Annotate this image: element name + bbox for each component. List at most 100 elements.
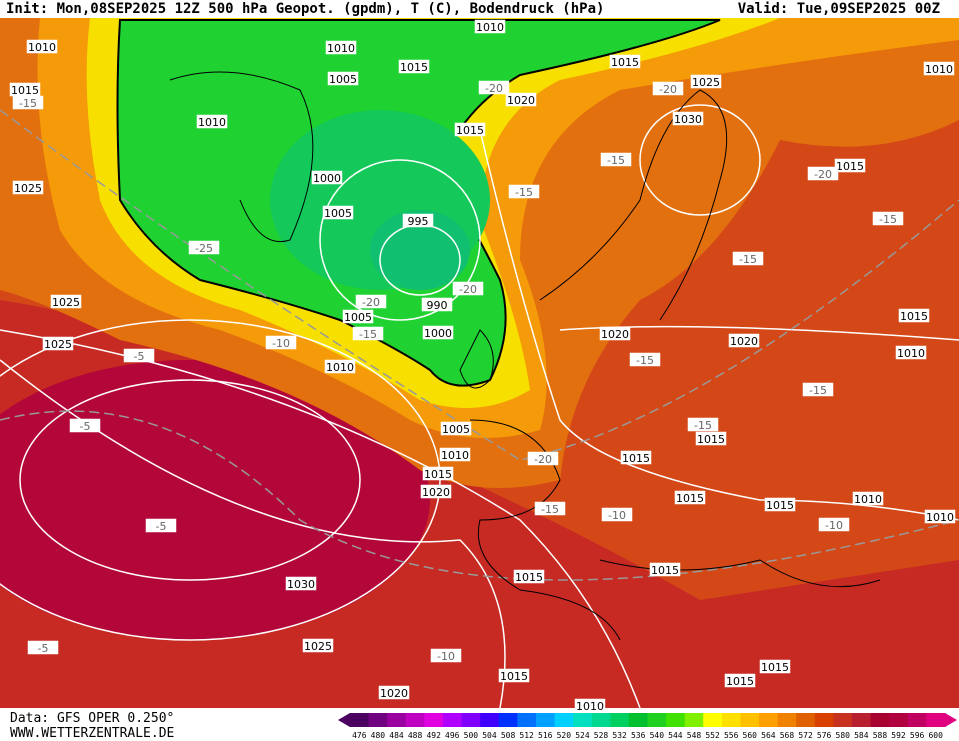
colorbar-swatch [889,713,909,727]
temperature-label-box [27,640,59,655]
colorbar-tick-label: 484 [389,731,404,740]
colorbar-swatch [350,713,370,727]
colorbar-tick-label: 540 [650,731,665,740]
pressure-label: 1025 [692,76,720,89]
colorbar-swatch [777,713,797,727]
pressure-label-box [852,491,884,506]
colorbar-tick-label: 480 [371,731,386,740]
colorbar-tick-label: 500 [464,731,479,740]
colorbar-tick-label: 536 [631,731,646,740]
pressure-label: 1010 [576,700,604,713]
pressure-label-box [759,659,791,674]
pressure-label: 1025 [52,296,80,309]
colorbar-swatch [591,713,611,727]
colorbar-swatch [573,713,593,727]
colorbar-right-arrow [945,713,957,727]
pressure-label-box [599,326,631,341]
temperature-label: -15 [636,354,654,367]
colorbar-swatch [926,713,946,727]
colorbar-tick-label: 496 [445,731,460,740]
pressure-label: 990 [427,299,448,312]
pressure-label: 1005 [324,207,352,220]
pressure-label: 1005 [442,423,470,436]
colorbar-swatch [610,713,630,727]
colorbar-tick-label: 492 [426,731,441,740]
pressure-label: 1005 [344,311,372,324]
pressure-label-box [440,421,472,436]
pressure-label: 1015 [900,310,928,323]
pressure-label-box [50,294,82,309]
temperature-label-box [802,382,834,397]
temperature-label: -10 [825,519,843,532]
temperature-label: -5 [38,642,49,655]
temperature-label-box [527,451,559,466]
pressure-label: 1030 [674,113,702,126]
colorbar-swatch [684,713,704,727]
temperature-label: -15 [694,419,712,432]
temperature-label: -20 [362,296,380,309]
colorbar-tick-label: 504 [482,731,497,740]
pressure-label-box [378,685,410,700]
colorbar-swatch [554,713,574,727]
colorbar-tick-label: 580 [836,731,851,740]
pressure-label: 1015 [456,124,484,137]
temperature-label: -15 [809,384,827,397]
pressure-label: 1015 [611,56,639,69]
pressure-label: 1000 [424,327,452,340]
pressure-label-box [764,497,796,512]
temperature-label: -5 [134,350,145,363]
colorbar-tick-label: 556 [724,731,739,740]
pressure-label-box [690,74,722,89]
pressure-label-box [474,19,506,34]
colorbar-tick-label: 572 [798,731,813,740]
pressure-label: 1015 [676,492,704,505]
colorbar-swatch [833,713,853,727]
colorbar-swatch [852,713,872,727]
pressure-label-box [924,509,956,524]
pressure-label: 1020 [730,335,758,348]
colorbar-tick-label: 584 [854,731,869,740]
pressure-label-box [439,447,471,462]
temperature-label-box [123,348,155,363]
colorbar-swatch [480,713,500,727]
pressure-label: 1015 [726,675,754,688]
pressure-label-box [42,336,74,351]
colorbar-tick-label: 560 [743,731,758,740]
temperature-label-box [265,335,297,350]
pressure-label-box [420,484,452,499]
data-source: Data: GFS OPER 0.250° [10,711,174,726]
colorbar-swatch [796,713,816,727]
colorbar-tick-label: 600 [928,731,943,740]
crimson-zone [0,360,430,640]
pressure-label: 1015 [697,433,725,446]
pressure-label-box [649,562,681,577]
isobars [0,104,959,709]
pressure-label-box [728,333,760,348]
pressure-label-box [327,71,359,86]
temperature-label-box [452,281,484,296]
colorbar-tick-label: 532 [612,731,627,740]
temperature-label-box [732,251,764,266]
pressure-label: 1010 [897,347,925,360]
pressure-label-box [402,213,434,228]
colorbar-tick-label: 548 [687,731,702,740]
colorbar-tick-label: 512 [519,731,534,740]
temperature-label: -20 [459,283,477,296]
colorbar-tick-label: 588 [873,731,888,740]
colorbar-tick-label: 564 [761,731,776,740]
pressure-label-box [513,569,545,584]
colorbar-tick-label: 508 [501,731,516,740]
pressure-label: 1015 [424,468,452,481]
colorbar-tick-label: 520 [557,731,572,740]
pressure-label-box [422,466,454,481]
pressure-label-box [454,122,486,137]
pressure-label: 1015 [622,452,650,465]
temperature-label-box [508,184,540,199]
pressure-label: 1020 [422,486,450,499]
temperature-label-box [188,240,220,255]
trough-center [370,210,470,290]
pressure-label: 1010 [925,63,953,76]
temperature-label-box [534,501,566,516]
website: WWW.WETTERZENTRALE.DE [10,726,174,741]
